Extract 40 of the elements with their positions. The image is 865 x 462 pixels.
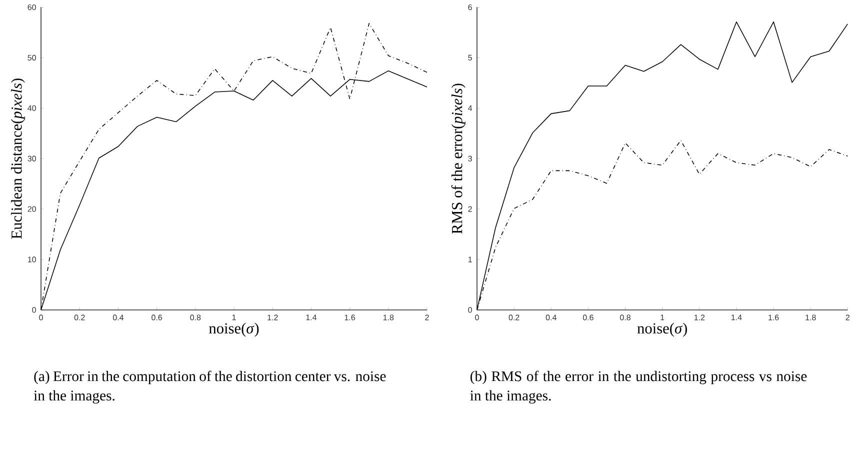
x-tick-label: 0.8	[190, 314, 201, 320]
text: (b) RMS of the error in the undistorting process vs noise in the images.	[470, 370, 807, 404]
text: (a) Error in the computation of the distortion center vs. noise in the images.	[34, 370, 386, 404]
y-tick-label: 30	[28, 156, 36, 162]
y-tick-label: 2	[468, 206, 472, 212]
x-tick-label: 1.6	[768, 314, 779, 320]
x-tick-label: 0	[39, 314, 43, 320]
x-axis-title: noise(σ)	[209, 322, 259, 337]
y-tick-label: 6	[468, 4, 472, 10]
x-tick-label: 0	[475, 314, 479, 320]
x-tick-label: 1	[232, 314, 236, 320]
x-tick-label: 2	[846, 314, 850, 320]
x-tick-label: 1.4	[306, 314, 317, 320]
x-tick-label: 1.8	[383, 314, 394, 320]
y-tick-label: 4	[468, 105, 472, 111]
x-tick-label: 0.8	[620, 314, 630, 320]
x-tick-label: 1.8	[806, 314, 816, 320]
y-tick-label: 40	[28, 105, 36, 112]
x-tick-label: 1.2	[694, 314, 705, 320]
y-tick-label: 60	[28, 4, 36, 10]
x-tick-label: 0.4	[546, 314, 556, 320]
y-tick-label: 20	[28, 206, 36, 212]
y-tick-label: 3	[468, 156, 472, 162]
x-tick-label: 2	[425, 314, 429, 320]
x-tick-label: 1.2	[268, 314, 278, 320]
x-tick-label: 0.2	[508, 314, 520, 320]
x-tick-label: 0.2	[74, 314, 85, 320]
y-tick-label: 0	[468, 307, 472, 313]
x-tick-label: 0.4	[112, 314, 124, 320]
y-tick-label: 1	[468, 256, 472, 262]
x-tick-label: 0.6	[152, 314, 162, 320]
x-tick-label: 1.4	[732, 314, 742, 320]
y-tick-label: 10	[28, 256, 36, 262]
y-tick-label: 50	[28, 54, 36, 61]
y-tick-label: 0	[32, 307, 36, 313]
x-tick-label: 1.6	[344, 314, 356, 320]
x-tick-label: 1	[660, 314, 664, 320]
x-tick-label: 0.6	[582, 314, 594, 320]
x-axis-title: noise(σ)	[637, 322, 687, 337]
y-tick-label: 5	[468, 54, 472, 61]
